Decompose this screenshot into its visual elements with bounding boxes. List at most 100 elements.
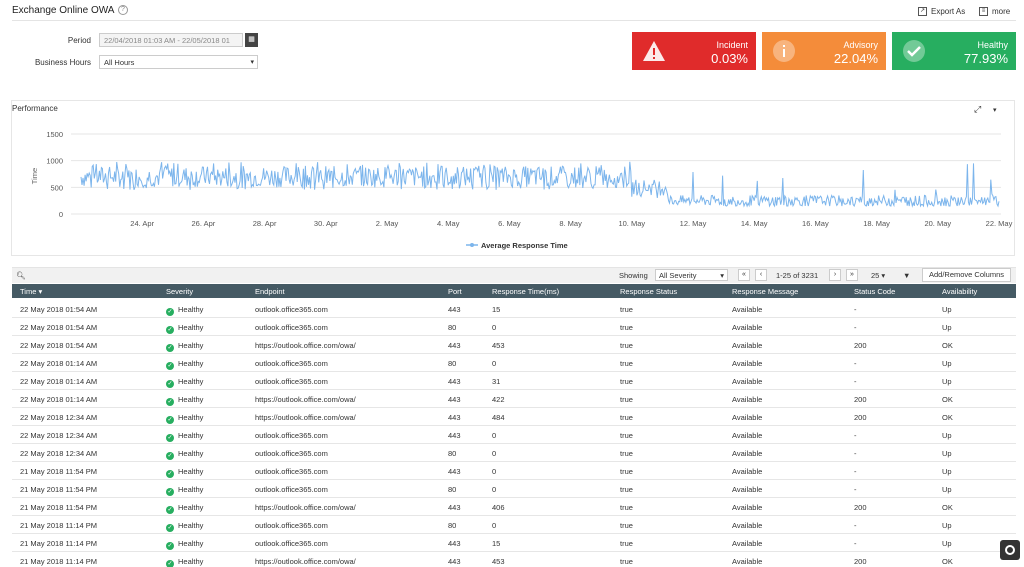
column-header-availability[interactable]: Availability [942, 287, 978, 296]
table-row[interactable]: 22 May 2018 12:34 AM ✓ Healthy https://outl… [12, 408, 1016, 426]
severity-filter-select[interactable]: All Severity ▾ [655, 269, 728, 281]
business-hours-select[interactable]: All Hours ▾ [99, 55, 258, 69]
cell-endpoint: outlook.office365.com [255, 467, 328, 476]
more-button[interactable]: ≡ more [979, 7, 1010, 16]
table-row[interactable]: 22 May 2018 12:34 AM ✓ Healthy outlook.offi… [12, 444, 1016, 462]
column-header-response-status[interactable]: Response Status [620, 287, 678, 296]
cell-port: 443 [448, 467, 461, 476]
cell-response-message: Available [732, 503, 763, 512]
cell-time: 21 May 2018 11:14 PM [20, 557, 97, 566]
header-divider [12, 20, 1016, 21]
cell-severity: ✓ Healthy [166, 539, 204, 550]
prev-page-button[interactable]: ‹ [755, 269, 767, 281]
cell-time: 22 May 2018 01:54 AM [20, 305, 98, 314]
table-row[interactable]: 22 May 2018 01:54 AM ✓ Healthy outlook.offi… [12, 318, 1016, 336]
filter-icon[interactable]: ▼ [903, 271, 911, 280]
incident-card[interactable]: Incident 0.03% [632, 32, 756, 70]
chevron-down-icon: ▾ [250, 59, 254, 66]
support-icon [1005, 545, 1015, 555]
table-row[interactable]: 22 May 2018 12:34 AM ✓ Healthy outlook.offi… [12, 426, 1016, 444]
x-tick-label: 24. Apr [130, 219, 154, 228]
cell-severity: ✓ Healthy [166, 521, 204, 532]
cell-response-message: Available [732, 467, 763, 476]
cell-endpoint: outlook.office365.com [255, 431, 328, 440]
table-row[interactable]: 22 May 2018 01:14 AM ✓ Healthy outlook.offi… [12, 354, 1016, 372]
table-row[interactable]: 21 May 2018 11:54 PM ✓ Healthy outlook.offi… [12, 480, 1016, 498]
period-input[interactable]: 22/04/2018 01:03 AM - 22/05/2018 01 [99, 33, 243, 47]
cell-endpoint: outlook.office365.com [255, 449, 328, 458]
search-icon[interactable]: 🔍︎ [16, 271, 26, 280]
column-header-port[interactable]: Port [448, 287, 462, 296]
business-hours-value: All Hours [104, 58, 135, 67]
column-header-response-message[interactable]: Response Message [732, 287, 799, 296]
healthy-card[interactable]: Healthy 77.93% [892, 32, 1016, 70]
advisory-card[interactable]: Advisory 22.04% [762, 32, 886, 70]
column-header-response-time[interactable]: Response Time(ms) [492, 287, 560, 296]
support-chat-button[interactable] [1000, 540, 1020, 560]
cell-status-code: 200 [854, 395, 867, 404]
table-header: Time ▾ Severity Endpoint Port Response T… [12, 284, 1016, 298]
export-button[interactable]: ↗ Export As [918, 7, 965, 16]
table-row[interactable]: 22 May 2018 01:14 AM ✓ Healthy outlook.offi… [12, 372, 1016, 390]
table-row[interactable]: 22 May 2018 01:54 AM ✓ Healthy https://outl… [12, 336, 1016, 354]
healthy-check-icon: ✓ [166, 488, 174, 496]
export-icon: ↗ [918, 7, 927, 16]
next-page-button[interactable]: › [829, 269, 841, 281]
cell-port: 443 [448, 539, 461, 548]
cell-availability: OK [942, 395, 953, 404]
cell-response-message: Available [732, 341, 763, 350]
cell-time: 22 May 2018 12:34 AM [20, 431, 98, 440]
column-header-status-code[interactable]: Status Code [854, 287, 896, 296]
calendar-icon[interactable]: ▦ [245, 33, 258, 47]
healthy-check-icon: ✓ [166, 380, 174, 388]
last-page-button[interactable]: » [846, 269, 858, 281]
cell-port: 443 [448, 341, 461, 350]
cell-response-time: 0 [492, 467, 497, 476]
cell-response-status: true [620, 377, 633, 386]
incident-value: 0.03% [711, 51, 748, 66]
table-row[interactable]: 22 May 2018 01:14 AM ✓ Healthy https://outl… [12, 390, 1016, 408]
table-row[interactable]: 22 May 2018 01:54 AM ✓ Healthy outlook.offi… [12, 300, 1016, 318]
legend: Average Response Time [466, 241, 568, 250]
cell-response-time: 453 [492, 557, 505, 566]
healthy-check-icon: ✓ [166, 434, 174, 442]
cell-status-code: - [854, 359, 857, 368]
cell-response-time: 453 [492, 341, 505, 350]
table-row[interactable]: 21 May 2018 11:14 PM ✓ Healthy outlook.offi… [12, 534, 1016, 552]
cell-response-message: Available [732, 431, 763, 440]
table-row[interactable]: 21 May 2018 11:14 PM ✓ Healthy https://outl… [12, 552, 1016, 567]
column-header-severity[interactable]: Severity [166, 287, 194, 296]
healthy-check-icon: ✓ [166, 416, 174, 424]
chart-menu-chevron-icon[interactable]: ▾ [993, 107, 997, 114]
column-header-endpoint[interactable]: Endpoint [255, 287, 285, 296]
first-page-button[interactable]: « [738, 269, 750, 281]
cell-status-code: - [854, 305, 857, 314]
cell-response-time: 15 [492, 305, 501, 314]
cell-time: 21 May 2018 11:54 PM [20, 485, 97, 494]
table-row[interactable]: 21 May 2018 11:54 PM ✓ Healthy outlook.offi… [12, 462, 1016, 480]
x-tick-label: 26. Apr [192, 219, 216, 228]
cell-severity: ✓ Healthy [166, 503, 204, 514]
cell-response-message: Available [732, 323, 763, 332]
cell-response-time: 0 [492, 485, 497, 494]
cell-port: 443 [448, 557, 461, 566]
expand-icon[interactable]: ⤢ [974, 104, 982, 114]
table-row[interactable]: 21 May 2018 11:54 PM ✓ Healthy https://outl… [12, 498, 1016, 516]
page-size-select[interactable]: 25 ▾ [871, 271, 886, 280]
cell-response-status: true [620, 323, 633, 332]
add-remove-columns-button[interactable]: Add/Remove Columns [922, 268, 1011, 282]
healthy-check-icon: ✓ [166, 560, 174, 567]
cell-response-message: Available [732, 359, 763, 368]
cell-endpoint: outlook.office365.com [255, 305, 328, 314]
cell-response-time: 31 [492, 377, 501, 386]
cell-response-status: true [620, 467, 633, 476]
cell-endpoint: https://outlook.office.com/owa/ [255, 341, 356, 350]
cell-availability: Up [942, 323, 952, 332]
table-row[interactable]: 21 May 2018 11:14 PM ✓ Healthy outlook.offi… [12, 516, 1016, 534]
cell-endpoint: https://outlook.office.com/owa/ [255, 413, 356, 422]
cell-response-time: 0 [492, 359, 497, 368]
column-header-time[interactable]: Time ▾ [20, 287, 43, 296]
help-icon[interactable]: ? [118, 5, 128, 15]
cell-time: 21 May 2018 11:54 PM [20, 503, 97, 512]
y-axis-label: Time [30, 168, 39, 184]
